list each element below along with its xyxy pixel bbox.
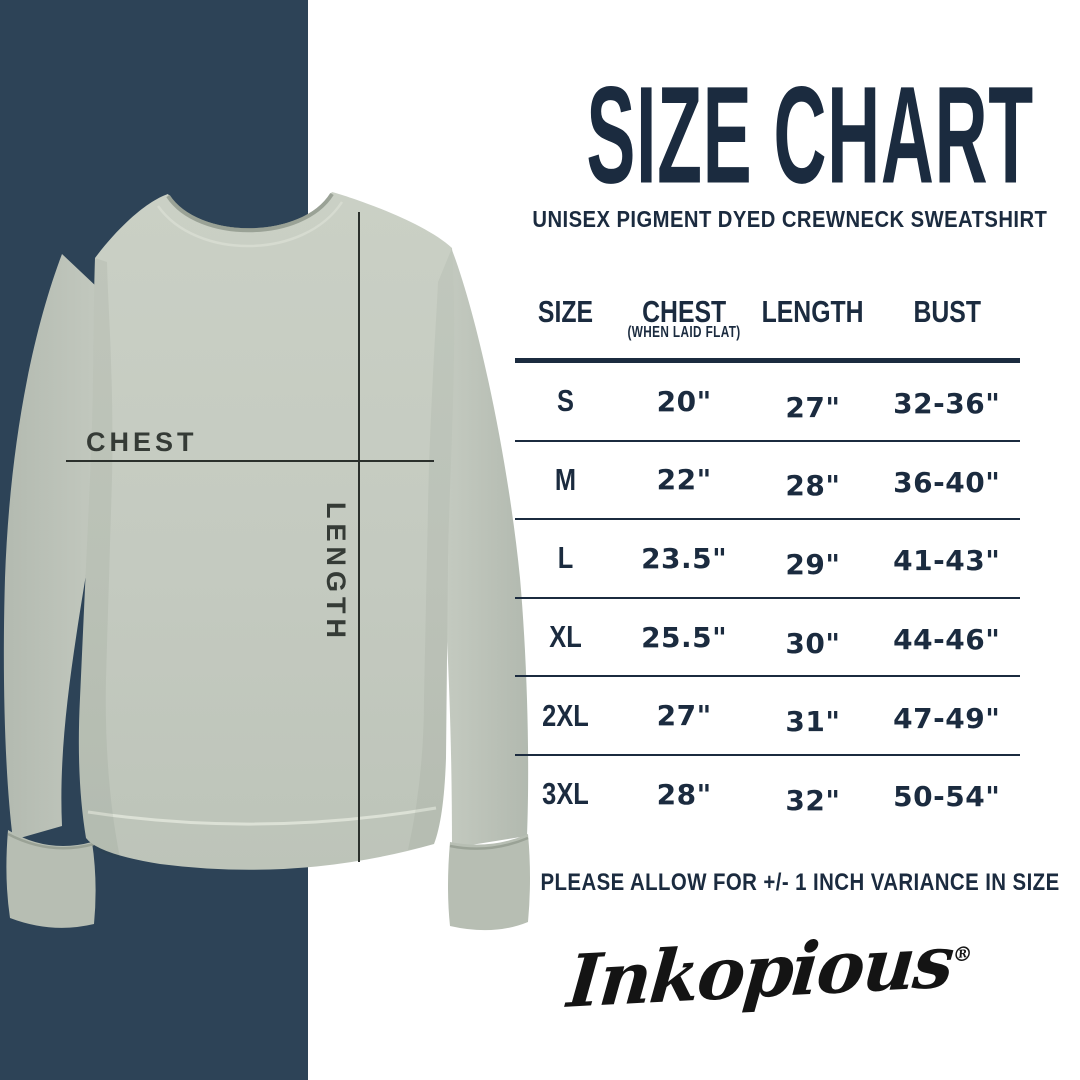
column-header-chest-label: CHEST (642, 294, 727, 329)
table-row: S 20" 27" 32-36" (515, 363, 1020, 442)
bust-value: 32-36" (893, 387, 1001, 421)
chest-measure-label: CHEST (86, 427, 198, 457)
bust-value: 41-43" (893, 544, 1001, 578)
column-header-bust: BUST (912, 294, 981, 329)
chest-value: 27" (656, 699, 712, 733)
table-row: 3XL 28" 32" 50-54" (515, 756, 1020, 833)
size-table-header: SIZE CHEST (WHEN LAID FLAT) LENGTH BUST (515, 280, 1020, 358)
brand-name: Inkopious (564, 918, 956, 1024)
table-row: M 22" 28" 36-40" (515, 442, 1020, 521)
brand-logo: Inkopious® (497, 914, 1044, 1028)
size-value: M (554, 461, 577, 497)
column-header-length: LENGTH (761, 294, 864, 329)
column-header-size: SIZE (537, 294, 594, 329)
size-value: XL (549, 619, 582, 655)
chest-note: (WHEN LAID FLAT) (627, 324, 741, 341)
length-value: 28" (785, 469, 841, 503)
bust-value: 36-40" (893, 465, 1001, 499)
page-subtitle: UNISEX PIGMENT DYED CREWNECK SWEATSHIRT (532, 206, 1048, 232)
table-row: L 23.5" 29" 41-43" (515, 520, 1020, 599)
chest-value: 23.5" (641, 541, 728, 575)
column-header-chest: CHEST (WHEN LAID FLAT) (627, 280, 741, 358)
size-value: 2XL (542, 697, 589, 733)
table-row: XL 25.5" 30" 44-46" (515, 599, 1020, 678)
length-value: 30" (785, 626, 841, 660)
size-table: SIZE CHEST (WHEN LAID FLAT) LENGTH BUST … (515, 280, 1020, 833)
size-chart-panel: SIZE CHART UNISEX PIGMENT DYED CREWNECK … (500, 0, 1060, 1080)
size-value: 3XL (542, 776, 589, 812)
sweatshirt-image (3, 192, 530, 931)
torso (78, 192, 455, 870)
chest-measure-line (66, 460, 434, 462)
length-value: 27" (785, 390, 841, 424)
chest-value: 20" (656, 384, 712, 418)
collar (156, 192, 344, 248)
length-measure-line (358, 212, 360, 862)
size-value: L (557, 540, 574, 576)
bust-value: 47-49" (893, 701, 1001, 735)
length-value: 32" (785, 783, 841, 817)
registered-trademark-icon: ® (951, 941, 974, 967)
table-row: 2XL 27" 31" 47-49" (515, 677, 1020, 756)
header-divider (515, 358, 1020, 363)
bust-value: 50-54" (893, 780, 1001, 814)
length-value: 31" (785, 705, 841, 739)
length-measure-label: LENGTH (321, 502, 351, 643)
chest-value: 25.5" (641, 620, 728, 654)
chest-value: 22" (656, 463, 712, 497)
page-title: SIZE CHART (586, 57, 1034, 212)
bust-value: 44-46" (893, 623, 1001, 657)
size-value: S (557, 383, 574, 419)
right-sleeve (435, 250, 530, 931)
left-sleeve (3, 254, 99, 928)
length-value: 29" (785, 547, 841, 581)
chest-value: 28" (656, 777, 712, 811)
variance-note: PLEASE ALLOW FOR +/- 1 INCH VARIANCE IN … (540, 869, 1060, 896)
